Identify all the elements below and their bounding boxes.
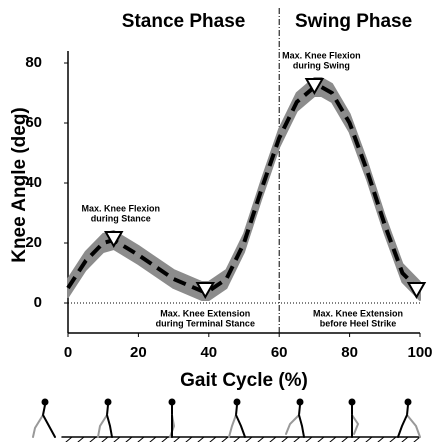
annotation-text: during Stance — [91, 213, 151, 223]
phase-label: Swing Phase — [295, 11, 412, 32]
extremum-marker — [304, 78, 325, 96]
y-tick-label: 40 — [25, 174, 42, 191]
x-tick-label: 60 — [271, 344, 288, 361]
extremum-marker — [195, 282, 216, 300]
x-axis-label: Gait Cycle (%) — [180, 370, 308, 391]
std-band — [67, 77, 421, 301]
annotation-text: Max. Knee Extension — [313, 308, 403, 318]
y-tick-label: 20 — [25, 234, 42, 251]
annotation-text: Max. Knee Flexion — [282, 50, 361, 60]
y-tick-label: 60 — [25, 114, 42, 131]
gait-figures — [32, 398, 421, 442]
annotation-text: during Terminal Stance — [156, 318, 255, 328]
y-axis-label: Knee Angle (deg) — [9, 107, 30, 263]
phase-label: Stance Phase — [122, 11, 246, 32]
annotation-text: Max. Knee Flexion — [81, 203, 160, 213]
annotation-text: Max. Knee Extension — [160, 308, 250, 318]
annotation-text: before Heel Strike — [320, 318, 397, 328]
y-tick-label: 0 — [34, 294, 42, 311]
extremum-marker — [104, 231, 124, 249]
x-tick-label: 100 — [407, 344, 432, 361]
extremum-marker — [406, 282, 427, 300]
annotation-text: during Swing — [293, 60, 350, 70]
x-tick-label: 0 — [64, 344, 72, 361]
mean-line — [66, 85, 422, 293]
x-tick-label: 40 — [200, 344, 217, 361]
x-tick-label: 20 — [130, 344, 147, 361]
x-tick-label: 80 — [341, 344, 358, 361]
y-tick-label: 80 — [25, 54, 42, 71]
